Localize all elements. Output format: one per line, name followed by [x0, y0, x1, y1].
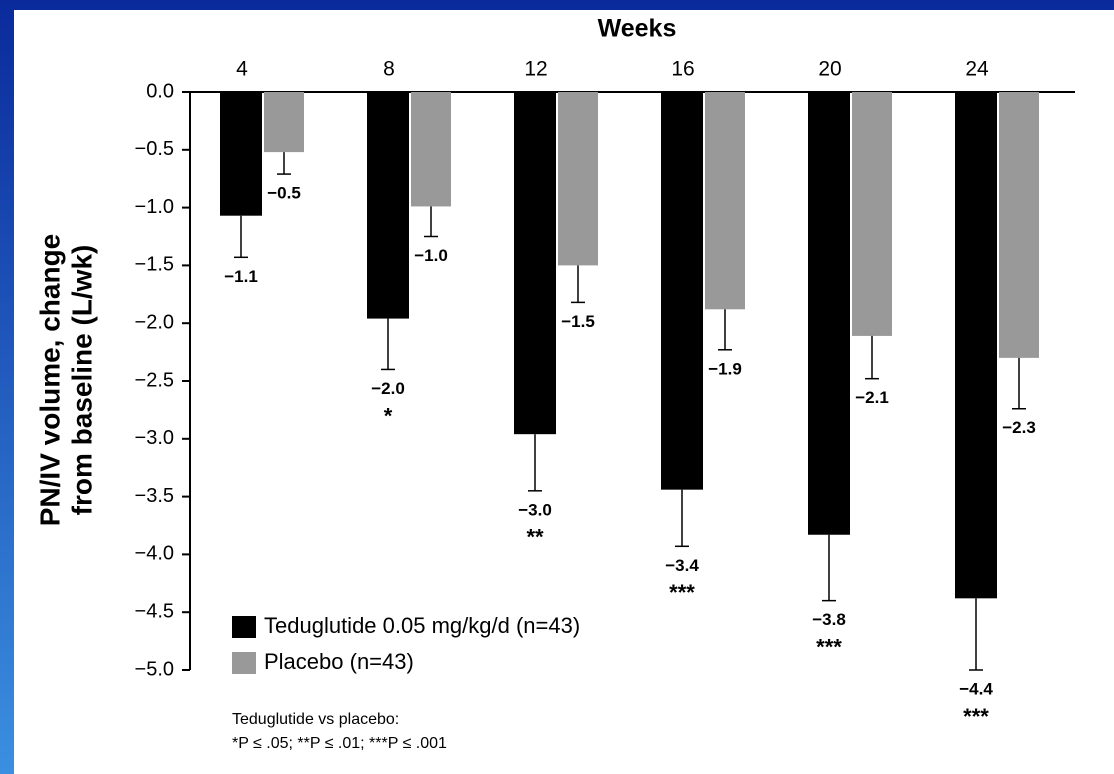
- legend-swatch: [232, 616, 256, 638]
- x-axis-title: Weeks: [598, 15, 677, 43]
- bar: [367, 92, 409, 319]
- value-label: −4.4: [959, 679, 993, 698]
- y-axis-title: PN/IV volume, change: [34, 234, 65, 527]
- legend-label: Teduglutide 0.05 mg/kg/d (n=43): [264, 613, 580, 638]
- y-tick-label: −2.5: [135, 369, 174, 391]
- bar: [558, 92, 598, 265]
- value-label: −2.0: [371, 379, 405, 398]
- footnote: Teduglutide vs placebo:: [232, 711, 399, 728]
- bar: [808, 92, 850, 535]
- page: Weeks PN/IV volume, change from baseline…: [0, 0, 1114, 774]
- value-label: −2.3: [1002, 418, 1036, 437]
- y-tick-label: −1.0: [135, 196, 174, 218]
- bar: [514, 92, 556, 434]
- significance: ***: [963, 704, 989, 729]
- value-label: −1.0: [414, 246, 448, 265]
- value-label: −2.1: [855, 388, 889, 407]
- y-tick-label: 0.0: [146, 80, 174, 102]
- value-label: −1.9: [708, 359, 742, 378]
- y-tick-label: −5.0: [135, 658, 174, 680]
- y-tick-label: −2.0: [135, 311, 174, 333]
- value-label: −3.8: [812, 610, 846, 629]
- value-label: −1.5: [561, 312, 595, 331]
- value-label: −1.1: [224, 267, 258, 286]
- y-tick-label: −3.0: [135, 427, 174, 449]
- x-tick-label: 24: [965, 58, 989, 81]
- x-tick-label: 12: [524, 58, 547, 81]
- value-label: −0.5: [267, 184, 301, 203]
- footnote: *P ≤ .05; **P ≤ .01; ***P ≤ .001: [232, 735, 447, 752]
- bar: [955, 92, 997, 598]
- legend-label: Placebo (n=43): [264, 649, 414, 674]
- x-tick-label: 4: [236, 58, 248, 81]
- y-tick-label: −3.5: [135, 485, 174, 507]
- y-tick-label: −0.5: [135, 138, 174, 160]
- value-label: −3.0: [518, 500, 552, 519]
- x-tick-label: 20: [818, 58, 841, 81]
- y-axis-title: from baseline (L/wk): [66, 245, 97, 516]
- x-tick-label: 16: [671, 58, 694, 81]
- chart: Weeks PN/IV volume, change from baseline…: [0, 0, 1114, 774]
- significance: ***: [669, 580, 695, 605]
- significance: **: [526, 525, 544, 550]
- y-tick-label: −4.0: [135, 543, 174, 565]
- value-label: −3.4: [665, 556, 699, 575]
- bar: [411, 92, 451, 206]
- significance: *: [384, 403, 393, 428]
- y-tick-label: −1.5: [135, 254, 174, 276]
- legend-swatch: [232, 652, 256, 674]
- bar: [705, 92, 745, 309]
- bar: [999, 92, 1039, 358]
- bar: [661, 92, 703, 490]
- y-tick-label: −4.5: [135, 600, 174, 622]
- significance: ***: [816, 634, 842, 659]
- bar: [220, 92, 262, 216]
- bar: [852, 92, 892, 336]
- bar: [264, 92, 304, 152]
- x-tick-label: 8: [383, 58, 395, 81]
